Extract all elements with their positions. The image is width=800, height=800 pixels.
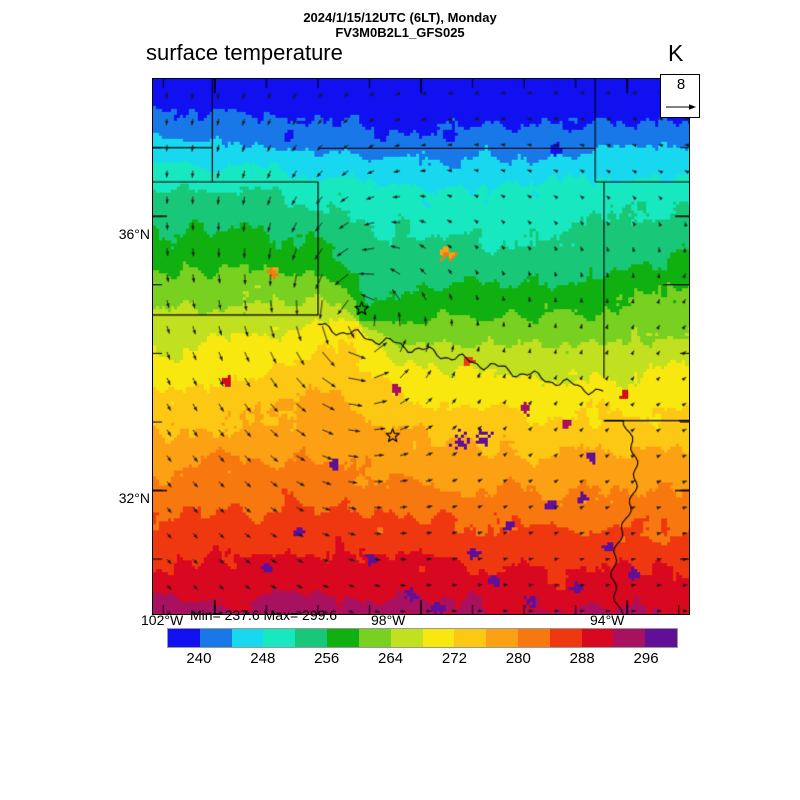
colorbar-swatch-11[interactable] bbox=[517, 629, 550, 647]
colorbar[interactable] bbox=[167, 628, 678, 648]
right-arrow-icon bbox=[666, 104, 696, 110]
title-datetime: 2024/1/15/12UTC (6LT), Monday bbox=[303, 10, 497, 25]
colorbar-tick-labels: 240 248 256 264 272 280 288 296 bbox=[167, 650, 678, 668]
vector-reference-key: 8 bbox=[660, 74, 700, 118]
colorbar-swatch-7[interactable] bbox=[390, 629, 423, 647]
colorbar-tick-272: 272 bbox=[441, 650, 467, 667]
colorbar-swatch-6[interactable] bbox=[358, 629, 391, 647]
colorbar-tick-240: 240 bbox=[186, 650, 212, 667]
colorbar-swatch-9[interactable] bbox=[454, 629, 487, 647]
x-axis-tick-98w: 98°W bbox=[371, 612, 406, 628]
colorbar-swatch-5[interactable] bbox=[327, 629, 359, 647]
title-block: 2024/1/15/12UTC (6LT), Monday FV3M0B2L1_… bbox=[0, 10, 800, 40]
colorbar-tick-264: 264 bbox=[378, 650, 404, 667]
colorbar-tick-280: 280 bbox=[505, 650, 531, 667]
colorbar-swatch-8[interactable] bbox=[422, 629, 455, 647]
colorbar-swatch-13[interactable] bbox=[581, 629, 614, 647]
colorbar-swatch-12[interactable] bbox=[549, 629, 582, 647]
min-max-annotation: Min= 237.6 Max= 299.6 bbox=[190, 607, 338, 623]
x-axis-tick-102w: 102°W bbox=[141, 612, 184, 628]
colorbar-swatch-3[interactable] bbox=[263, 629, 296, 647]
colorbar-tick-288: 288 bbox=[569, 650, 595, 667]
y-axis-tick-32n: 32°N bbox=[118, 490, 150, 506]
title-model-id: FV3M0B2L1_GFS025 bbox=[335, 25, 465, 40]
colorbar-swatch-14[interactable] bbox=[613, 629, 646, 647]
colorbar-swatch-4[interactable] bbox=[295, 629, 328, 647]
vector-key-value: 8 bbox=[676, 76, 686, 93]
map-plot-area[interactable] bbox=[152, 78, 690, 615]
colorbar-swatch-1[interactable] bbox=[199, 629, 232, 647]
x-axis-tick-94w: 94°W bbox=[590, 612, 625, 628]
colorbar-tick-256: 256 bbox=[314, 650, 340, 667]
colorbar-swatch-15[interactable] bbox=[645, 629, 677, 647]
colorbar-tick-248: 248 bbox=[250, 650, 276, 667]
y-axis-tick-36n: 36°N bbox=[118, 226, 150, 242]
colorbar-swatch-2[interactable] bbox=[231, 629, 264, 647]
colorbar-tick-296: 296 bbox=[633, 650, 659, 667]
colorbar-swatch-10[interactable] bbox=[486, 629, 518, 647]
colorbar-swatch-0[interactable] bbox=[168, 629, 200, 647]
temperature-heatmap-canvas bbox=[153, 79, 689, 614]
unit-label: K bbox=[668, 40, 684, 66]
variable-title: surface temperature bbox=[146, 40, 343, 65]
